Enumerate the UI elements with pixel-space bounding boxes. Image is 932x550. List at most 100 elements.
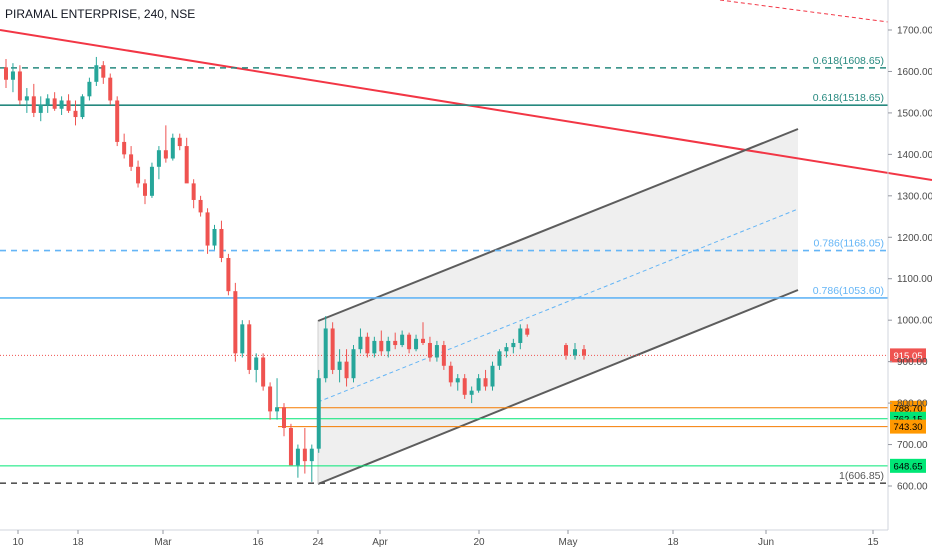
candle-body[interactable] (177, 137, 182, 147)
candle-body[interactable] (129, 154, 134, 167)
candle-body[interactable] (163, 150, 168, 159)
candle-body[interactable] (226, 258, 231, 292)
candle-body[interactable] (254, 357, 259, 370)
candle-body[interactable] (184, 146, 189, 184)
candle-body[interactable] (268, 386, 273, 412)
candle-body[interactable] (66, 100, 71, 111)
candle-body[interactable] (448, 365, 453, 383)
candle-body[interactable] (101, 65, 106, 78)
price-tick-label: 700.00 (897, 440, 928, 451)
candle-body[interactable] (379, 340, 384, 352)
candle-body[interactable] (212, 228, 217, 246)
candle-body[interactable] (337, 361, 342, 370)
candle-body[interactable] (434, 345, 439, 358)
candle-body[interactable] (407, 334, 412, 350)
candle-body[interactable] (45, 98, 50, 105)
candle-body[interactable] (80, 96, 85, 118)
candle-body[interactable] (476, 378, 481, 391)
candle-body[interactable] (344, 361, 349, 379)
parallel-channel-fill (318, 129, 798, 484)
candle-body[interactable] (414, 338, 419, 350)
candle-body[interactable] (386, 340, 391, 352)
candle-body[interactable] (191, 183, 196, 200)
fib-level-label: 0.618(1608.65) (813, 55, 884, 67)
channel-upper-line[interactable] (317, 128, 799, 322)
candle-body[interactable] (351, 349, 356, 379)
candle-body[interactable] (17, 71, 22, 101)
candle-body[interactable] (198, 199, 203, 213)
chart-title: PIRAMAL ENTERPRISE, 240, NSE (5, 7, 195, 21)
price-tag-label: 743.30 (893, 422, 922, 433)
candle-body[interactable] (94, 65, 99, 82)
price-tag-bg (890, 400, 926, 415)
candle-body[interactable] (73, 110, 78, 118)
candle-body[interactable] (4, 67, 8, 80)
candle-body[interactable] (31, 96, 36, 113)
candle-body[interactable] (462, 378, 467, 395)
channel-median-line[interactable] (317, 208, 799, 403)
candle-body[interactable] (400, 334, 405, 346)
candle-body[interactable] (490, 365, 495, 387)
candle-body[interactable] (282, 407, 286, 428)
price-tick-label: 1200.00 (897, 233, 932, 244)
candle-body[interactable] (219, 228, 224, 258)
candle-body[interactable] (122, 141, 127, 155)
price-tick-label: 800.00 (897, 399, 928, 410)
candle-body[interactable] (240, 324, 245, 354)
candle-body[interactable] (511, 342, 516, 348)
candle-body[interactable] (309, 448, 314, 462)
candle-body[interactable] (59, 100, 64, 109)
price-tick-label: 1400.00 (897, 150, 932, 161)
candle-body[interactable] (469, 390, 474, 395)
candle-body[interactable] (156, 150, 161, 167)
candle-body[interactable] (330, 328, 335, 370)
candle-body[interactable] (427, 342, 432, 358)
candle-body[interactable] (87, 81, 92, 97)
candle-body[interactable] (372, 340, 377, 354)
candle-body[interactable] (115, 100, 120, 142)
candle-body[interactable] (421, 338, 425, 343)
candle-body[interactable] (38, 104, 43, 113)
candle-body[interactable] (247, 324, 252, 370)
candle-body[interactable] (455, 378, 460, 383)
candle-body[interactable] (504, 347, 509, 352)
candle-body[interactable] (149, 166, 154, 196)
price-axis[interactable]: 1700.00 1600.00 1500.00 1400.00 1300.00 1200.… (888, 26, 932, 493)
price-tick-label: 1700.00 (897, 26, 932, 37)
candle-body[interactable] (302, 448, 307, 462)
fib-level-label: 0.618(1518.65) (813, 92, 884, 104)
candle-body[interactable] (275, 407, 280, 412)
candle-body[interactable] (441, 345, 446, 366)
candle-body[interactable] (10, 71, 15, 80)
candle-body[interactable] (205, 212, 210, 246)
candle-body[interactable] (316, 378, 321, 449)
time-axis[interactable]: 10 18 Mar 16 24 Apr 20 May 18 Jun 15 (12, 530, 879, 548)
candle-body[interactable] (233, 291, 238, 354)
time-tick-label: May (559, 537, 578, 548)
candle-body[interactable] (497, 351, 502, 366)
candle-body[interactable] (24, 96, 29, 101)
candle-body[interactable] (564, 345, 568, 356)
candle-body[interactable] (170, 137, 175, 159)
channel-lower-line[interactable] (317, 289, 799, 485)
candle-body[interactable] (52, 98, 57, 109)
dashed-trend-line[interactable] (719, 0, 889, 23)
candle-body[interactable] (143, 183, 147, 196)
candle-body[interactable] (358, 336, 363, 350)
candle-body[interactable] (525, 328, 530, 335)
time-tick-label: 16 (252, 537, 264, 548)
candle-body[interactable] (136, 166, 141, 184)
candle-body[interactable] (288, 427, 293, 466)
candle-body[interactable] (483, 378, 488, 387)
candle-body[interactable] (582, 349, 586, 356)
candle-body[interactable] (573, 349, 577, 356)
candle-body[interactable] (261, 357, 266, 387)
candle-body[interactable] (365, 336, 370, 354)
candle-body[interactable] (393, 340, 398, 346)
candle-body[interactable] (323, 328, 328, 379)
candle-body[interactable] (518, 328, 523, 343)
candle-body[interactable] (108, 77, 113, 101)
candle-body[interactable] (295, 448, 300, 466)
